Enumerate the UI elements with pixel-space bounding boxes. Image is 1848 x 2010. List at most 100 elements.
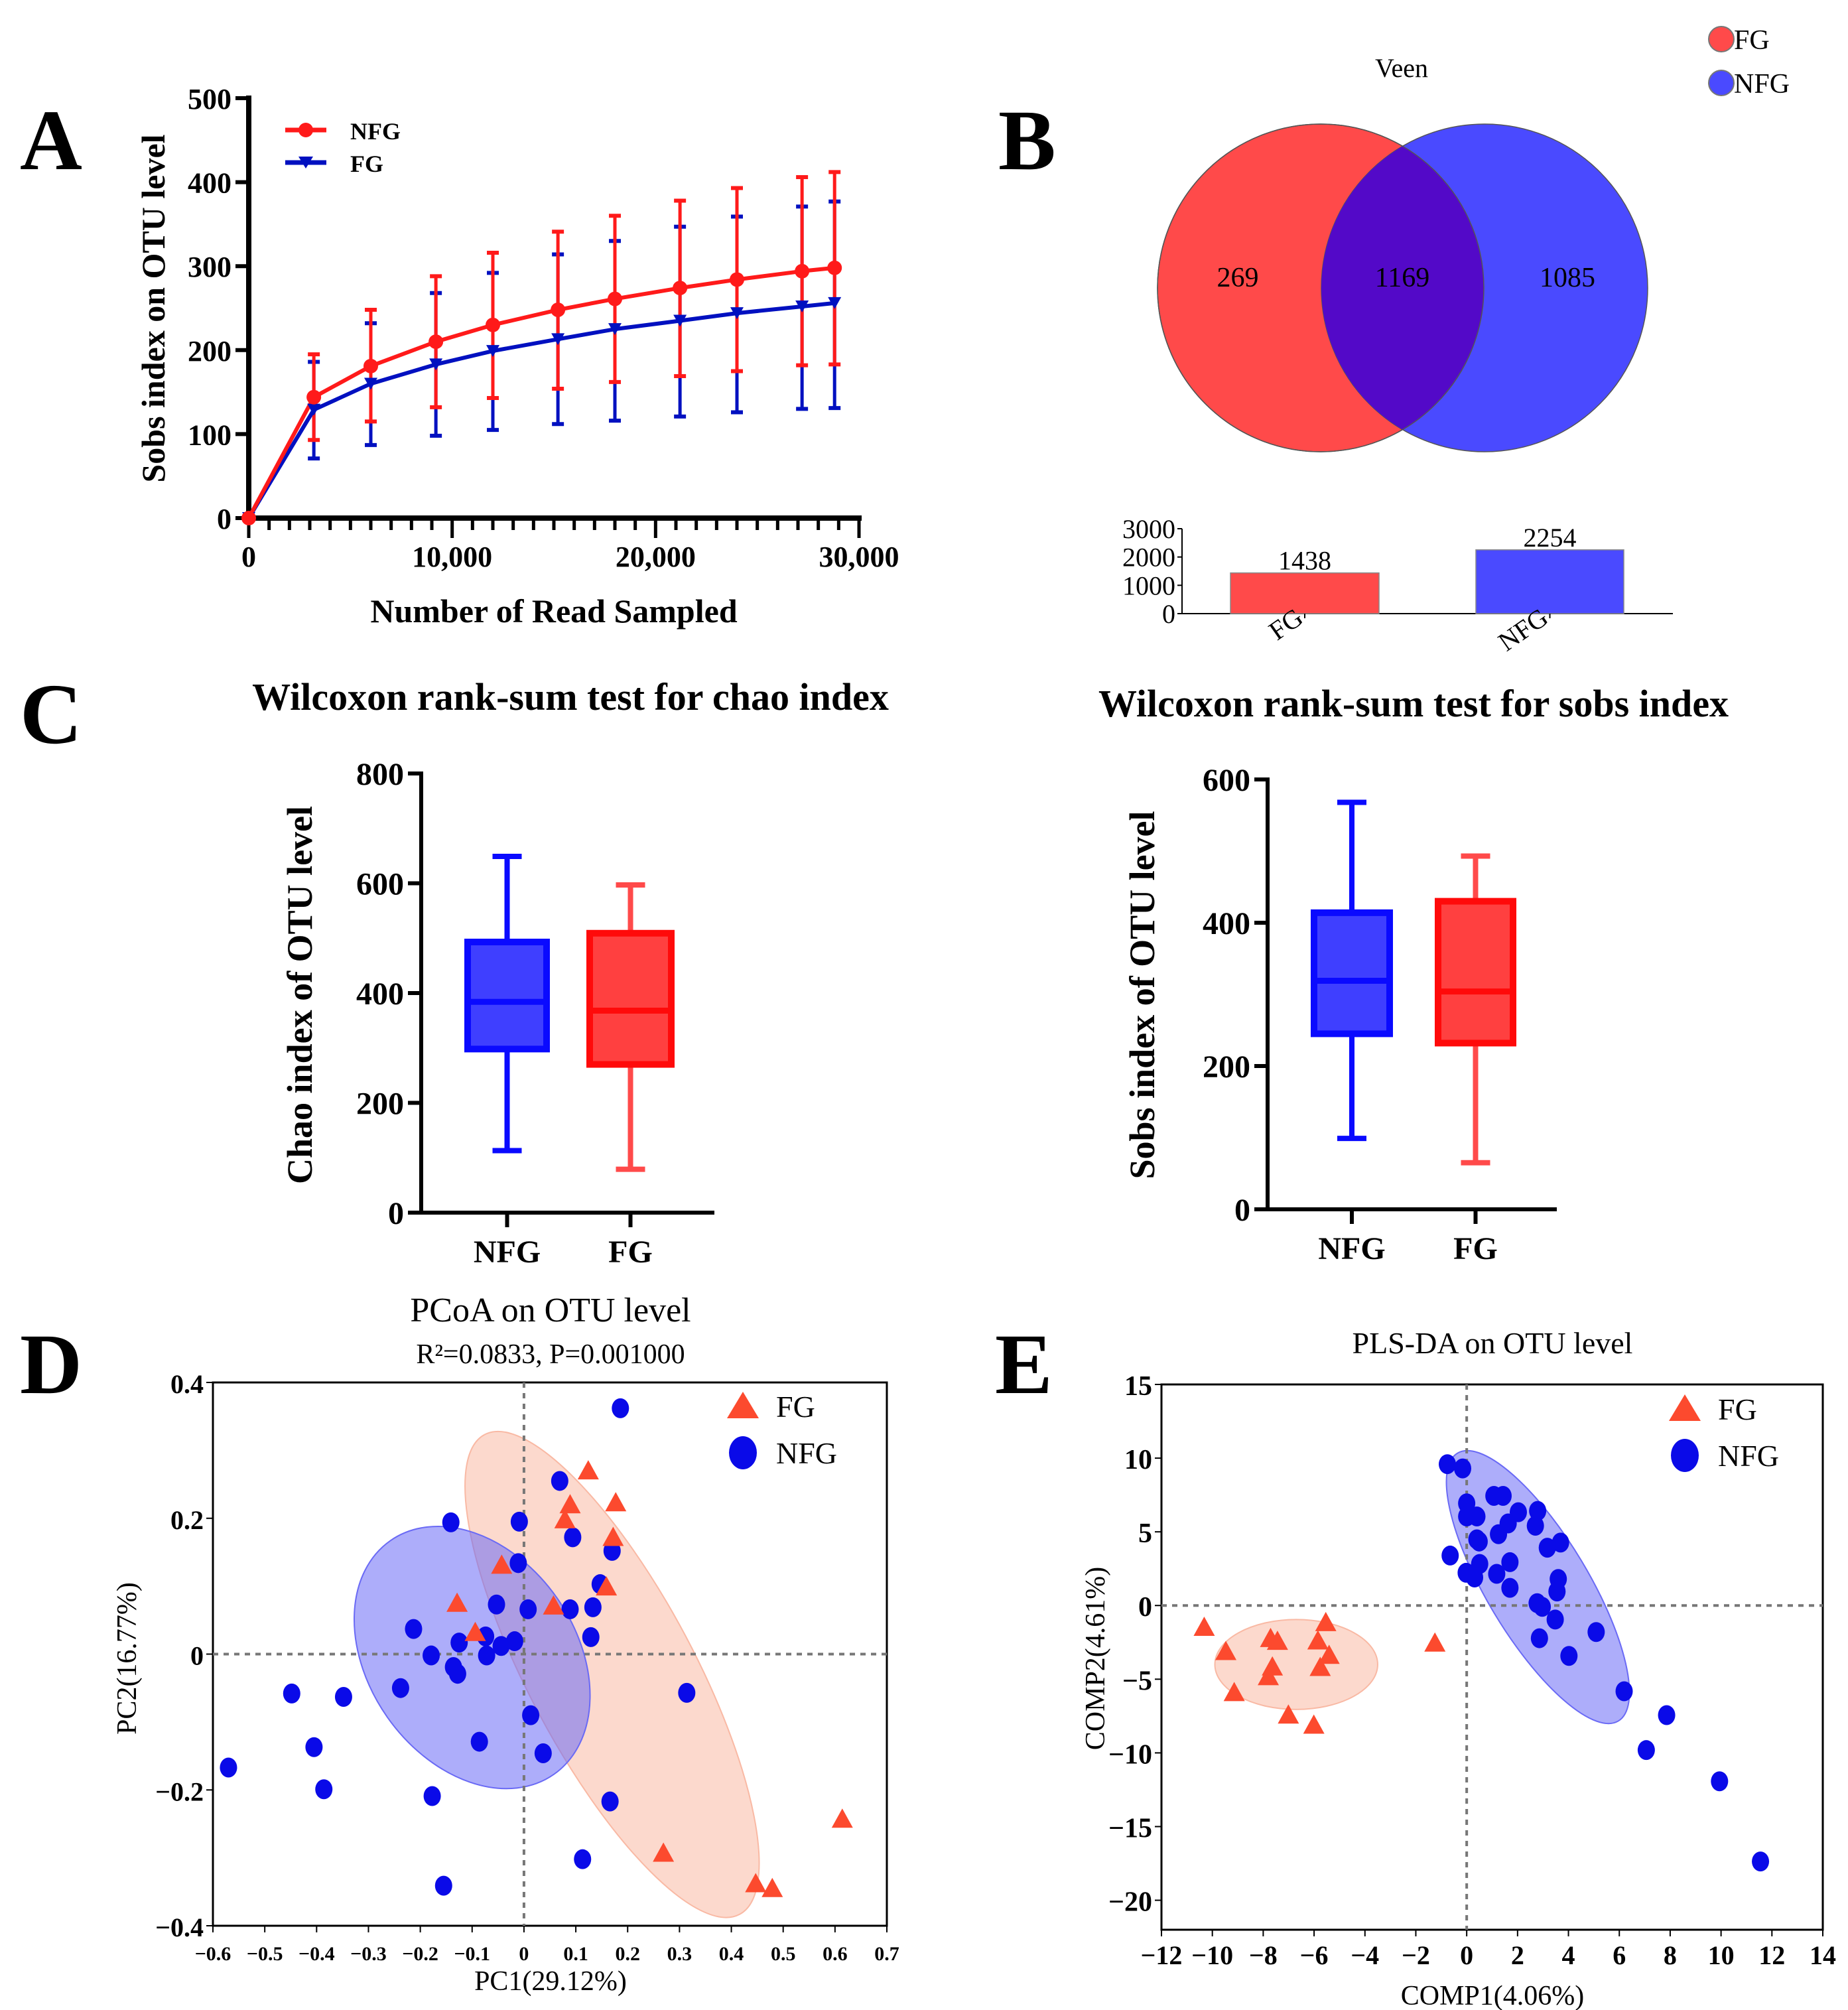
nfg-point	[423, 1645, 440, 1666]
x-tick-label: 0	[1460, 1940, 1473, 1970]
nfg-point	[1488, 1564, 1506, 1584]
bar-nfg	[1475, 549, 1624, 614]
nfg-point	[522, 1705, 540, 1725]
y-tick-label: 200	[188, 335, 231, 368]
legend-fg-label: FG	[776, 1390, 815, 1424]
venn-fg-only-count: 269	[1217, 263, 1259, 293]
fg-point	[486, 345, 499, 358]
y-tick-label: 200	[1203, 1049, 1250, 1085]
nfg-point	[582, 1627, 600, 1647]
nfg-point	[1529, 1501, 1547, 1521]
legend-nfg-marker	[298, 123, 313, 137]
x-tick-label: 4	[1562, 1940, 1575, 1970]
nfg-point	[434, 1875, 452, 1896]
x-tick-label: −2	[1402, 1940, 1430, 1970]
nfg-point	[478, 1645, 495, 1666]
fg-point	[551, 333, 565, 346]
nfg-line	[247, 265, 835, 519]
bar-fg	[1230, 572, 1380, 614]
fg-point	[605, 1492, 627, 1512]
bar-value-label: 2254	[1524, 523, 1577, 553]
x-tick-label: FG	[1453, 1231, 1498, 1266]
x-tick-label: 0.5	[771, 1943, 796, 1965]
venn-nfg-only-count: 1085	[1540, 263, 1595, 293]
nfg-point	[1551, 1532, 1569, 1553]
x-tick-label: −6	[1300, 1940, 1329, 1970]
legend-fg-label: FG	[350, 151, 383, 177]
legend-fg-label: FG	[1734, 25, 1770, 56]
fg-point	[608, 323, 622, 336]
legend-fg-marker	[1669, 1394, 1701, 1421]
nfg-point	[283, 1683, 300, 1704]
nfg-point	[1587, 1622, 1605, 1642]
legend-fg-marker	[298, 157, 313, 168]
y-tick-label: 400	[1203, 906, 1250, 941]
panel-label-b: B	[998, 93, 1056, 188]
x-tick-label: 0.2	[615, 1943, 640, 1965]
nfg-point	[1548, 1581, 1566, 1602]
y-tick-label: 15	[1124, 1371, 1152, 1402]
fg-point	[1424, 1632, 1446, 1652]
y-tick-label: 800	[356, 757, 404, 792]
nfg-point	[509, 1553, 527, 1574]
y-tick-label: 0	[1138, 1592, 1152, 1623]
nfg-point	[220, 1757, 237, 1778]
nfg-point	[1454, 1458, 1472, 1479]
venn-overlap-count: 1169	[1375, 263, 1429, 293]
nfg-box	[464, 939, 550, 1053]
x-tick-label: −0.5	[247, 1943, 283, 1965]
y-tick-label: 0.2	[170, 1505, 204, 1535]
nfg-point	[448, 1664, 466, 1684]
bar-y-tick-label: 3000	[1122, 514, 1175, 544]
fg-point	[543, 1595, 564, 1615]
fg-point	[1193, 1617, 1215, 1637]
fg-box	[586, 929, 675, 1068]
fg-point	[491, 1554, 513, 1574]
nfg-point	[1526, 1516, 1544, 1536]
panel-a-ylabel: Sobs index on OTU level	[135, 134, 172, 482]
pcoa-title: PCoA on OTU level	[410, 1292, 691, 1329]
venn-legend: FG NFG	[1708, 25, 1790, 100]
nfg-point	[1637, 1740, 1655, 1761]
x-tick-label: 0.7	[874, 1943, 899, 1965]
fg-point	[602, 1526, 624, 1546]
panel-label-a: A	[20, 93, 82, 188]
legend-fg-swatch	[1708, 26, 1735, 52]
nfg-point	[1546, 1609, 1564, 1630]
fg-point	[831, 1808, 853, 1828]
x-tick-label: 12	[1758, 1940, 1785, 1970]
legend-nfg-label: NFG	[1718, 1439, 1779, 1473]
panel-a-rarefaction-chart: 0 100 200 300 400 500 0 10,000 20,000 30,000 Numb…	[135, 83, 899, 630]
panel-a-xlabel: Number of Read Sampled	[370, 592, 737, 630]
nfg-point	[1538, 1538, 1556, 1558]
nfg-point	[391, 1678, 409, 1698]
nfg-point	[601, 1791, 619, 1812]
plsda-plot-area: −12 −10 −8 −6 −4 −2 0 2 4 6 8 10 12 14−20−15−10−50510…	[1108, 1371, 1836, 1970]
x-tick-label: 30,000	[819, 541, 899, 573]
y-tick-label: 5	[1138, 1518, 1152, 1549]
nfg-point	[678, 1682, 696, 1703]
pcoa-ylabel: PC2(16.77%)	[112, 1582, 143, 1735]
x-tick-label: 0	[241, 541, 256, 573]
nfg-point	[1658, 1705, 1676, 1725]
y-tick-label: 600	[356, 867, 404, 902]
panel-label-c: C	[20, 667, 82, 762]
nfg-point	[564, 1527, 582, 1548]
nfg-point	[429, 334, 444, 350]
nfg-point	[1615, 1681, 1633, 1702]
pcoa-subtitle: R²=0.0833, P=0.001000	[416, 1339, 685, 1370]
x-tick-label: 14	[1810, 1940, 1836, 1970]
nfg-point	[1441, 1545, 1459, 1566]
fg-point	[429, 358, 443, 371]
y-tick-label: 300	[188, 251, 231, 283]
fg-point	[1266, 1631, 1288, 1650]
nfg-point	[1534, 1597, 1551, 1617]
fg-point	[761, 1877, 783, 1897]
fg-confidence-ellipse	[1214, 1619, 1378, 1710]
nfg-point	[1711, 1771, 1729, 1792]
pcoa-xlabel: PC1(29.12%)	[474, 1966, 627, 1997]
nfg-point	[574, 1849, 592, 1869]
